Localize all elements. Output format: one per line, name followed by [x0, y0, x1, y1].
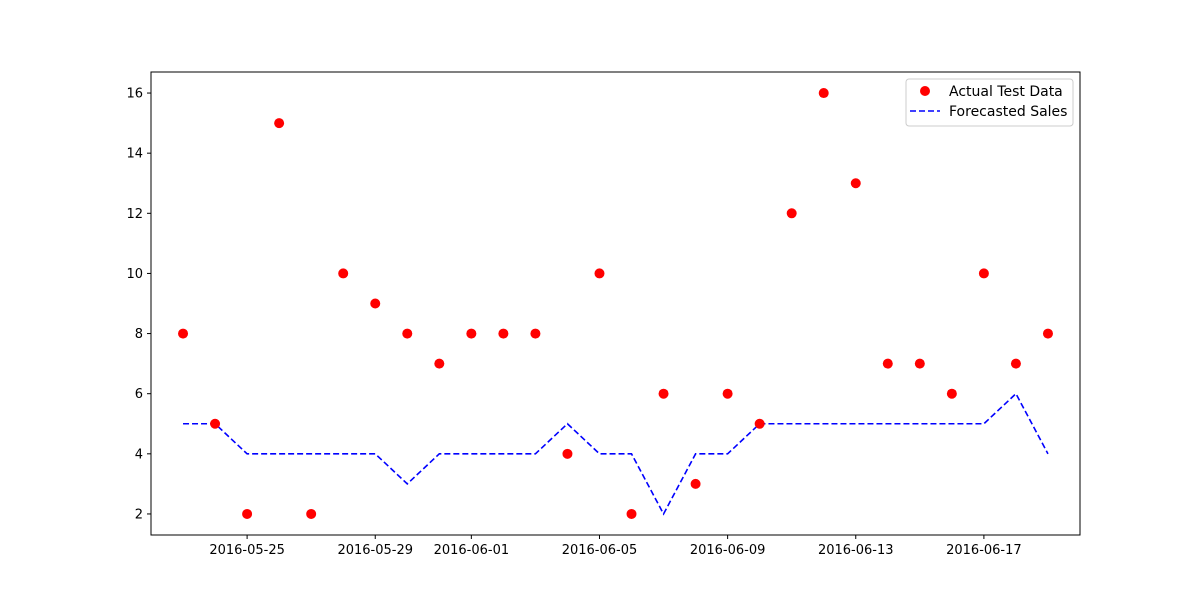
y-tick-label: 6 [135, 387, 143, 402]
plot-area [151, 72, 1080, 535]
data-point-actual [722, 388, 733, 399]
data-point-actual [594, 268, 605, 279]
data-point-actual [306, 508, 317, 519]
y-tick-label: 16 [126, 87, 143, 102]
data-point-actual [818, 88, 829, 99]
x-tick-label: 2016-06-01 [434, 543, 510, 558]
series-line-forecasted-sales [183, 392, 1049, 516]
data-point-actual [626, 508, 637, 519]
data-point-actual [402, 328, 413, 339]
data-point-actual [786, 208, 797, 219]
legend-label-forecast: Forecasted Sales [949, 104, 1067, 120]
data-point-actual [274, 118, 285, 129]
x-tick-label: 2016-06-05 [562, 543, 638, 558]
data-point-actual [498, 328, 509, 339]
data-point-actual [178, 328, 189, 339]
plot-frame [150, 71, 1081, 536]
legend-marker-actual [920, 86, 930, 96]
data-point-actual [1042, 328, 1053, 339]
data-point-actual [882, 358, 893, 369]
x-tick-label: 2016-05-29 [337, 543, 413, 558]
x-tick-label: 2016-06-09 [690, 543, 766, 558]
data-point-actual [978, 268, 989, 279]
y-tick-label: 2 [135, 507, 143, 522]
y-tick-label: 12 [126, 207, 143, 222]
data-point-actual [754, 418, 765, 429]
x-tick-label: 2016-06-17 [946, 543, 1022, 558]
data-point-actual [434, 358, 445, 369]
data-point-actual [1010, 358, 1021, 369]
data-point-actual [530, 328, 541, 339]
data-point-actual [914, 358, 925, 369]
data-point-actual [242, 508, 253, 519]
legend-label-actual: Actual Test Data [949, 84, 1063, 100]
data-point-actual [210, 418, 221, 429]
legend-box [905, 78, 1074, 127]
data-point-actual [370, 298, 381, 309]
y-tick-label: 4 [135, 447, 143, 462]
data-point-actual [850, 178, 861, 189]
x-tick-label: 2016-05-25 [209, 543, 285, 558]
data-point-actual [658, 388, 669, 399]
data-point-actual [562, 448, 573, 459]
data-point-actual [690, 478, 701, 489]
y-tick-label: 10 [126, 267, 143, 282]
y-tick-label: 14 [126, 147, 143, 162]
data-point-actual [466, 328, 477, 339]
x-tick-label: 2016-06-13 [818, 543, 894, 558]
y-tick-label: 8 [135, 327, 143, 342]
data-point-actual [946, 388, 957, 399]
legend: Actual Test Data Forecasted Sales [905, 78, 1074, 127]
data-point-actual [338, 268, 349, 279]
